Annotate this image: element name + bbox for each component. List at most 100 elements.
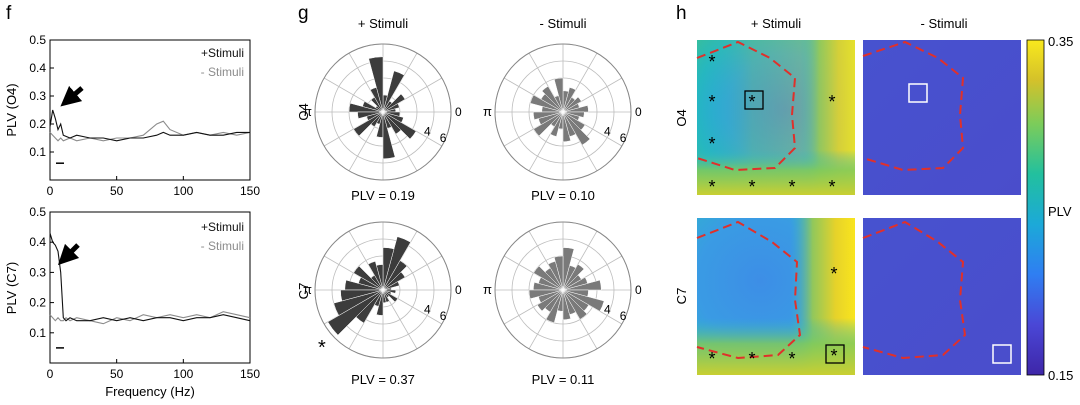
rose-bar [541, 85, 564, 113]
heatmap-row-label-c7: C7 [674, 288, 689, 305]
arrow-icon [57, 243, 80, 266]
series-line-stim [49, 109, 250, 142]
y-tick-label: 0.5 [29, 33, 46, 47]
y-tick-label: 0.1 [29, 145, 46, 159]
angle-label-zero: 0 [455, 283, 462, 297]
radial-tick-label: 4 [424, 125, 431, 139]
rose-bar [536, 289, 564, 312]
heatmap-c7-stim [696, 218, 855, 375]
rose-bar [562, 247, 575, 291]
x-tick-label: 0 [47, 367, 54, 381]
plv-c7-axes [49, 211, 251, 364]
arrow-icon [60, 85, 84, 107]
polar-outer-ring [494, 43, 632, 181]
rose-bar [382, 111, 417, 140]
y-tick-label: 0.4 [29, 235, 46, 249]
rose-bar [562, 263, 585, 291]
x-tick-label: 100 [173, 367, 193, 381]
y-tick-label: 0.2 [29, 117, 46, 131]
angle-label-zero: 0 [635, 283, 642, 297]
heatmap-o4-stim [696, 40, 855, 195]
rose-bar [562, 111, 585, 118]
radial-tick-label: 4 [424, 303, 431, 317]
panel-g-label: g [298, 3, 309, 24]
panel-h-label: h [676, 3, 687, 24]
significance-star: * [708, 134, 715, 154]
colorbar-label: PLV [1048, 204, 1072, 219]
rose-bar [562, 289, 588, 320]
significance-star: * [708, 92, 715, 112]
rose-bar [382, 236, 411, 291]
significance-star: * [788, 177, 795, 197]
rose-bar [562, 111, 591, 146]
colorbar-min: 0.15 [1048, 368, 1073, 383]
x-tick-label: 50 [110, 184, 124, 198]
x-tick-label: 0 [47, 184, 54, 198]
y-tick-label: 0.5 [29, 205, 46, 219]
angle-label-zero: 0 [455, 105, 462, 119]
rose-row-label-c7: C7 [296, 283, 311, 300]
x-tick-label: 100 [173, 184, 193, 198]
rose-col-title-stim: + Stimuli [358, 16, 408, 31]
plv-o4-plot: 0.1 0.2 0.3 0.4 0.5 0 50 100 150 PLV (O4) +Stimu… [4, 33, 260, 198]
rose-bar [382, 289, 399, 303]
rose-bar [533, 111, 564, 137]
legend-stim-label: +Stimuli [201, 220, 244, 234]
rose-bar [355, 289, 384, 324]
heatmap-col-title-stim: + Stimuli [751, 16, 801, 31]
rose-bar [370, 96, 384, 113]
rose-bar [370, 111, 384, 128]
rose-bar [367, 260, 384, 291]
radial-tick-label: 6 [620, 131, 627, 145]
rose-bar [562, 87, 577, 113]
y-tick-label: 0.3 [29, 89, 46, 103]
radial-tick-label: 6 [440, 309, 447, 323]
heatmap-significance-stars: * * * * * * * * * * * * * * [708, 52, 837, 369]
rose-bar [348, 102, 384, 113]
rose-bar [562, 289, 589, 297]
rose-bar [562, 276, 588, 291]
rose-plv-o4-stim: PLV = 0.19 [351, 188, 415, 203]
rose-bar [353, 265, 384, 291]
selected-electrode-marker [908, 83, 928, 103]
plv-o4-ylabel: PLV (O4) [4, 83, 19, 136]
radial-tick-label: 4 [604, 303, 611, 317]
significance-star: * [708, 52, 715, 72]
angle-label-pi: π [303, 104, 312, 119]
panel-g: g + Stimuli - Stimuli O4 C7 0π4 6 0π4 6 0π… [296, 3, 642, 387]
heatmap-o4-nostim [862, 40, 1021, 195]
rose-bar [533, 265, 564, 291]
plv-c7-ylabel: PLV (C7) [4, 262, 19, 315]
rose-bar [382, 93, 406, 113]
rose-bar [562, 111, 586, 131]
rose-plv-c7-nostim: PLV = 0.11 [532, 372, 595, 387]
rose-bar [376, 289, 384, 316]
legend-nostim-label: - Stimuli [201, 65, 244, 79]
significance-star: * [828, 92, 835, 112]
colorbar: 0.35 PLV 0.15 [1026, 34, 1073, 383]
colorbar-gradient [1026, 39, 1045, 376]
significance-star: * [748, 349, 755, 369]
significance-star: * [788, 349, 795, 369]
y-tick-label: 0.3 [29, 265, 46, 279]
significance-star: * [708, 177, 715, 197]
rose-bar [369, 87, 384, 113]
y-tick-label: 0.1 [29, 326, 46, 340]
legend-stim-label: +Stimuli [201, 46, 244, 60]
rose-c7-nostim: 0 π 4 6 [483, 221, 642, 359]
significance-contour [696, 220, 802, 360]
x-tick-label: 150 [240, 184, 260, 198]
significance-star: * [830, 264, 837, 284]
angle-label-zero: 0 [635, 105, 642, 119]
significance-star: * [830, 346, 837, 366]
angle-label-pi: π [483, 104, 492, 119]
x-tick-label: 50 [110, 367, 124, 381]
legend-nostim-label: - Stimuli [201, 239, 244, 253]
rose-bar [547, 260, 564, 291]
rose-bar [382, 247, 395, 291]
rose-bar [327, 289, 384, 336]
polar-outer-ring [314, 43, 452, 181]
radial-tick-label: 4 [604, 125, 611, 139]
series-line-nostim [49, 120, 251, 142]
rose-c7-stim: 0 π 4 6 [303, 221, 462, 359]
